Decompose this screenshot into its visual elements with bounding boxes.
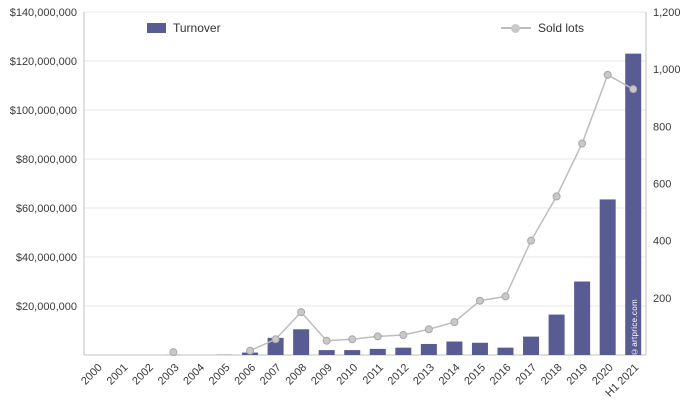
sold-lots-marker [297, 308, 306, 317]
sold-lots-marker [603, 70, 612, 79]
turnover-bar [625, 53, 642, 356]
x-axis-label: 2011 [361, 362, 386, 387]
sold-lots-marker [501, 292, 510, 301]
artprice-watermark: ©artprice.com [630, 299, 639, 356]
legend-sold-lots: Sold lots [501, 21, 584, 35]
sold-lots-marker [475, 296, 484, 305]
sold-lots-marker [246, 346, 255, 355]
turnover-bar [318, 350, 335, 355]
turnover-bar [293, 329, 310, 355]
x-axis-label: 2019 [564, 362, 590, 388]
y-axis-left-label: $120,000,000 [10, 56, 77, 68]
sold-lots-swatch-icon [501, 23, 531, 33]
turnover-bar [548, 314, 565, 355]
sold-lots-marker [373, 332, 382, 341]
y-axis-right-label: 600 [653, 179, 671, 191]
sold-lots-marker [424, 325, 433, 334]
x-axis-label: 2001 [105, 362, 131, 388]
turnover-bar [497, 347, 514, 355]
y-axis-left-label: $20,000,000 [16, 301, 77, 313]
x-axis-label: 2010 [335, 362, 361, 388]
x-axis-label: 2008 [283, 362, 309, 388]
turnover-bar [395, 347, 412, 355]
sold-lots-marker [399, 330, 408, 339]
x-axis-label: 2002 [130, 362, 156, 388]
turnover-bar [267, 337, 284, 355]
x-axis-label: 2018 [539, 362, 565, 388]
x-axis-label: 2003 [156, 362, 182, 388]
x-axis-label: 2000 [79, 362, 105, 388]
x-axis-label: 2013 [411, 362, 437, 388]
x-axis-label: 2007 [258, 362, 284, 388]
y-axis-left-label: $140,000,000 [10, 7, 77, 19]
sold-lots-marker [169, 348, 178, 357]
turnover-swatch-icon [147, 23, 166, 33]
sold-lots-marker [552, 192, 561, 201]
y-axis-left-label: $60,000,000 [16, 203, 77, 215]
y-axis-right-label: 400 [653, 236, 671, 248]
sold-lots-marker [527, 236, 536, 245]
sold-lots-line [249, 73, 634, 352]
y-axis-left-label: $40,000,000 [16, 252, 77, 264]
x-axis-label: 2009 [309, 362, 335, 388]
sold-lots-marker [629, 85, 638, 94]
turnover-bar [369, 348, 386, 355]
y-axis-left-label: $100,000,000 [10, 105, 77, 117]
turnover-bar [599, 199, 616, 355]
sold-lots-swatch-dot [511, 23, 520, 33]
turnover-bar [574, 281, 591, 355]
x-axis-label: 2004 [181, 362, 207, 388]
legend-turnover-label: Turnover [173, 21, 221, 35]
x-axis-label: 2017 [513, 362, 539, 388]
x-axis-label: 2014 [437, 362, 463, 388]
y-axis-right-label: 200 [653, 293, 671, 305]
x-axis-label: 2016 [488, 362, 514, 388]
turnover-bar [523, 336, 540, 355]
turnover-bar [420, 343, 437, 355]
sold-lots-marker [450, 318, 459, 327]
x-axis-label: 2012 [386, 362, 412, 388]
legend-sold-lots-label: Sold lots [538, 21, 585, 35]
y-axis-left-label: $80,000,000 [16, 154, 77, 166]
turnover-bar [471, 342, 488, 355]
turnover-bar [344, 350, 361, 355]
x-axis-label: 2015 [462, 362, 488, 388]
sold-lots-marker [348, 335, 357, 344]
x-axis-label: 2006 [232, 362, 258, 388]
y-axis-right-label: 1,200 [653, 7, 681, 19]
sold-lots-marker [578, 139, 587, 148]
y-axis-right-label: 800 [653, 121, 671, 133]
legend-turnover: Turnover [147, 21, 221, 35]
turnover-bar [446, 341, 463, 355]
sold-lots-marker [271, 335, 280, 344]
sold-lots-marker [322, 336, 331, 345]
x-axis-label: 2005 [207, 362, 233, 388]
y-axis-right-label: 1,000 [653, 64, 681, 76]
